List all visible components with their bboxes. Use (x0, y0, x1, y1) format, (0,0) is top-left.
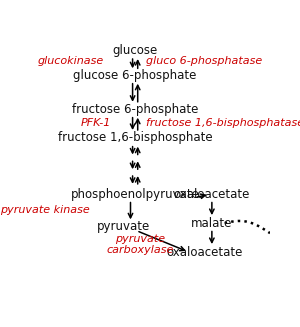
Text: fructose 6-phosphate: fructose 6-phosphate (72, 103, 198, 116)
Text: pyruvate
carboxylase: pyruvate carboxylase (106, 234, 173, 255)
Text: oxaloacetate: oxaloacetate (167, 246, 243, 259)
Text: glucose: glucose (112, 44, 158, 57)
Text: pyruvate kinase: pyruvate kinase (0, 205, 90, 215)
Text: PFK-1: PFK-1 (80, 118, 111, 128)
Text: glucose 6-phosphate: glucose 6-phosphate (74, 69, 197, 82)
Text: phosphoenolpyruvate: phosphoenolpyruvate (71, 188, 200, 200)
Text: fructose 1,6-bisphosphate: fructose 1,6-bisphosphate (58, 131, 212, 144)
Text: fructose 1,6-bisphosphatase: fructose 1,6-bisphosphatase (146, 118, 300, 128)
Text: glucokinase: glucokinase (38, 56, 104, 66)
Text: pyruvate: pyruvate (97, 220, 150, 233)
Text: malate: malate (191, 216, 232, 230)
Text: gluco 6-phosphatase: gluco 6-phosphatase (146, 56, 262, 66)
Text: oxaloacetate: oxaloacetate (174, 188, 250, 200)
